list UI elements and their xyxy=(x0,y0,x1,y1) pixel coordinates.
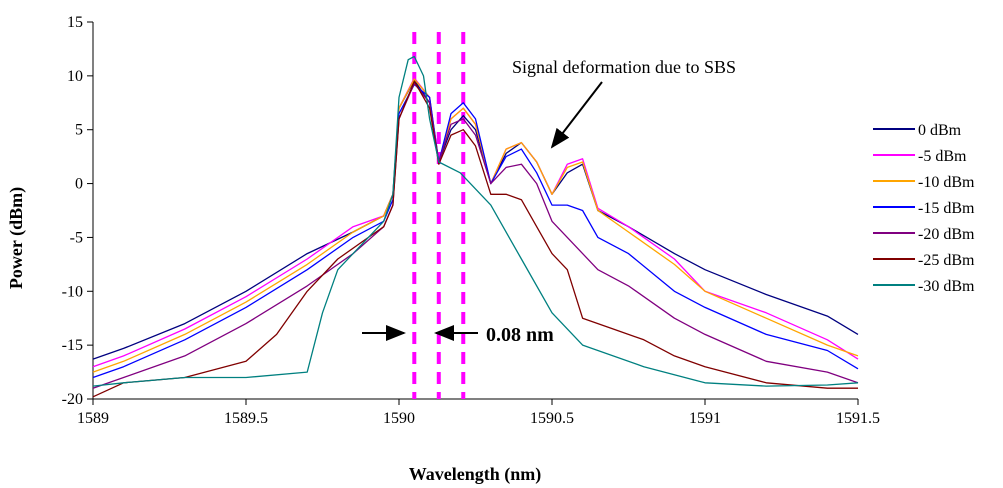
legend-label: -10 dBm xyxy=(918,174,975,191)
y-tick-label: -5 xyxy=(70,229,83,246)
legend-label: -15 dBm xyxy=(918,200,975,217)
legend-label: -5 dBm xyxy=(918,148,967,165)
y-tick-label: 15 xyxy=(67,14,83,31)
series-line-3 xyxy=(92,83,859,379)
x-axis-title: Wavelength (nm) xyxy=(409,464,542,485)
y-tick-label: -15 xyxy=(62,337,83,354)
series-line-2 xyxy=(92,78,859,373)
series-line-5 xyxy=(92,80,858,398)
y-tick-label: 0 xyxy=(75,176,83,193)
legend-label: -20 dBm xyxy=(918,226,975,243)
y-tick-label: -20 xyxy=(62,391,83,408)
y-tick-label: 5 xyxy=(75,122,83,139)
legend: 0 dBm -5 dBm -10 dBm -15 dBm -20 dBm -25 dBm -… xyxy=(873,122,975,295)
x-tick-label: 1591.5 xyxy=(836,410,880,427)
series-line-6 xyxy=(92,55,859,387)
y-tick-label: 10 xyxy=(67,68,83,85)
y-tick-label: -10 xyxy=(62,283,83,300)
annotation-spacing-text: 0.08 nm xyxy=(486,324,554,346)
legend-label: 0 dBm xyxy=(918,122,962,139)
series-line-4 xyxy=(92,82,859,389)
annotation-spacing: 0.08 nm xyxy=(362,324,554,346)
x-tick-label: 1591 xyxy=(689,410,721,427)
y-axis-title: Power (dBm) xyxy=(6,187,27,289)
legend-label: -30 dBm xyxy=(918,278,975,295)
annotation-sbs-arrow xyxy=(550,81,603,149)
series-group xyxy=(92,55,859,398)
axes xyxy=(87,21,859,405)
x-tick-label: 1589 xyxy=(77,410,109,427)
series-line-0 xyxy=(92,79,859,360)
x-tick-label: 1590 xyxy=(383,410,415,427)
tick-labels: 1589 1589.5 1590 1590.5 1591 1591.5 -20 -15 -10 -… xyxy=(62,14,880,427)
x-tick-label: 1589.5 xyxy=(224,410,268,427)
x-tick-label: 1590.5 xyxy=(530,410,574,427)
legend-label: -25 dBm xyxy=(918,252,975,269)
annotation-sbs-text: Signal deformation due to SBS xyxy=(512,57,736,77)
annotation-sbs: Signal deformation due to SBS xyxy=(512,57,736,149)
